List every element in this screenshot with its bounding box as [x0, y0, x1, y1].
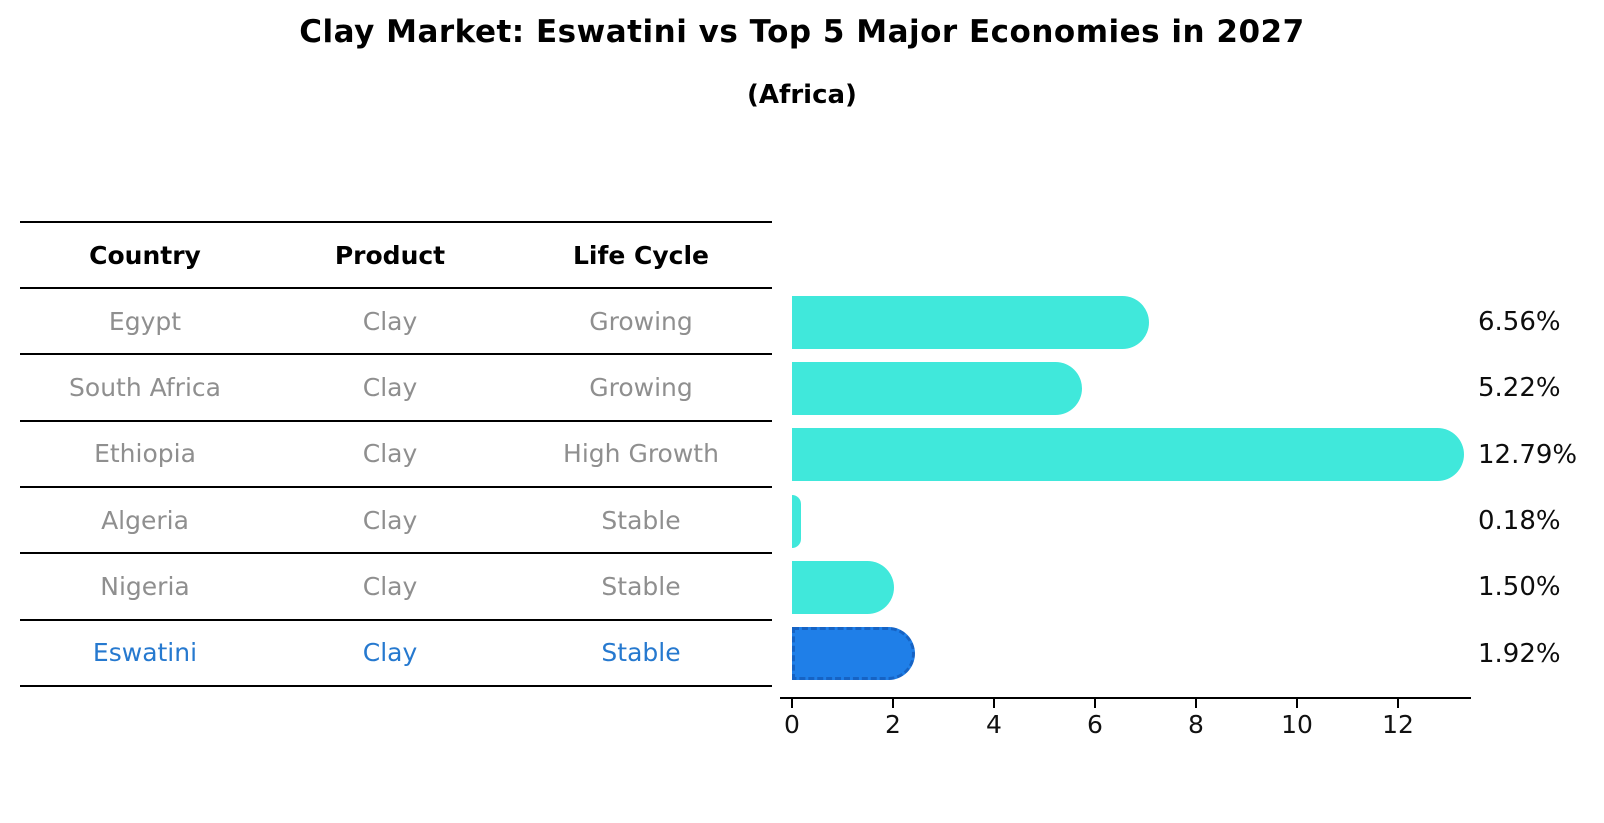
- bar-eswatini: [792, 627, 915, 681]
- x-axis-tick: [993, 699, 995, 708]
- cell-life-cycle: Stable: [601, 638, 681, 668]
- chart-subtitle: (Africa): [747, 80, 857, 110]
- cell-country: Ethiopia: [94, 439, 196, 469]
- value-label-eswatini: 1.92%: [1478, 638, 1561, 669]
- x-axis-tick-label: 12: [1382, 710, 1414, 739]
- cell-life-cycle: Growing: [589, 372, 693, 402]
- cell-product: Clay: [362, 439, 418, 469]
- cell-country: Egypt: [108, 306, 182, 336]
- x-axis-tick: [892, 699, 894, 708]
- cell-life-cycle: Stable: [601, 571, 681, 601]
- bar-south-africa: [792, 361, 1082, 415]
- table-row-egypt: Egypt Clay Growing: [20, 289, 772, 356]
- x-axis-tick: [1397, 699, 1399, 708]
- x-axis-tick-label: 6: [1087, 710, 1103, 739]
- column-header-product: Product: [334, 240, 446, 270]
- cell-product: Clay: [362, 571, 418, 601]
- x-axis-tick-label: 4: [986, 710, 1002, 739]
- value-label-egypt: 6.56%: [1478, 307, 1561, 338]
- x-axis-tick: [1296, 699, 1298, 708]
- table-row-eswatini: Eswatini Clay Stable: [20, 621, 772, 687]
- x-axis-tick-label: 0: [784, 710, 800, 739]
- column-header-life-cycle: Life Cycle: [572, 240, 710, 270]
- cell-life-cycle: High Growth: [563, 439, 719, 469]
- country-table: Country Product Life Cycle Egypt Clay Gr…: [20, 221, 772, 687]
- bar-egypt: [792, 295, 1150, 349]
- value-label-south-africa: 5.22%: [1478, 373, 1561, 404]
- x-axis-line: [780, 697, 1471, 699]
- x-axis-tick: [1094, 699, 1096, 708]
- bar-algeria: [792, 494, 802, 548]
- value-label-nigeria: 1.50%: [1478, 572, 1561, 603]
- cell-country: Algeria: [101, 505, 189, 535]
- x-axis-tick-label: 2: [885, 710, 901, 739]
- x-axis-tick: [791, 699, 793, 708]
- chart-title: Clay Market: Eswatini vs Top 5 Major Eco…: [299, 14, 1305, 50]
- cell-product: Clay: [362, 372, 418, 402]
- cell-product: Clay: [362, 505, 418, 535]
- value-label-algeria: 0.18%: [1478, 506, 1561, 537]
- value-label-ethiopia: 12.79%: [1478, 439, 1578, 470]
- cell-country: South Africa: [69, 372, 221, 402]
- bar-nigeria: [792, 560, 894, 614]
- x-axis-tick-label: 10: [1281, 710, 1313, 739]
- cell-country: Eswatini: [92, 638, 198, 668]
- table-row-nigeria: Nigeria Clay Stable: [20, 554, 772, 621]
- x-axis-tick: [1195, 699, 1197, 708]
- table-row-south-africa: South Africa Clay Growing: [20, 355, 772, 422]
- column-header-country: Country: [89, 240, 201, 270]
- x-axis-tick-label: 8: [1188, 710, 1204, 739]
- table-row-ethiopia: Ethiopia Clay High Growth: [20, 422, 772, 488]
- table-header-row: Country Product Life Cycle: [20, 223, 772, 289]
- cell-product: Clay: [362, 306, 418, 336]
- cell-life-cycle: Stable: [601, 505, 681, 535]
- cell-life-cycle: Growing: [589, 306, 693, 336]
- bar-ethiopia: [792, 428, 1464, 482]
- cell-country: Nigeria: [100, 571, 190, 601]
- table-row-algeria: Algeria Clay Stable: [20, 488, 772, 555]
- cell-product: Clay: [362, 638, 418, 668]
